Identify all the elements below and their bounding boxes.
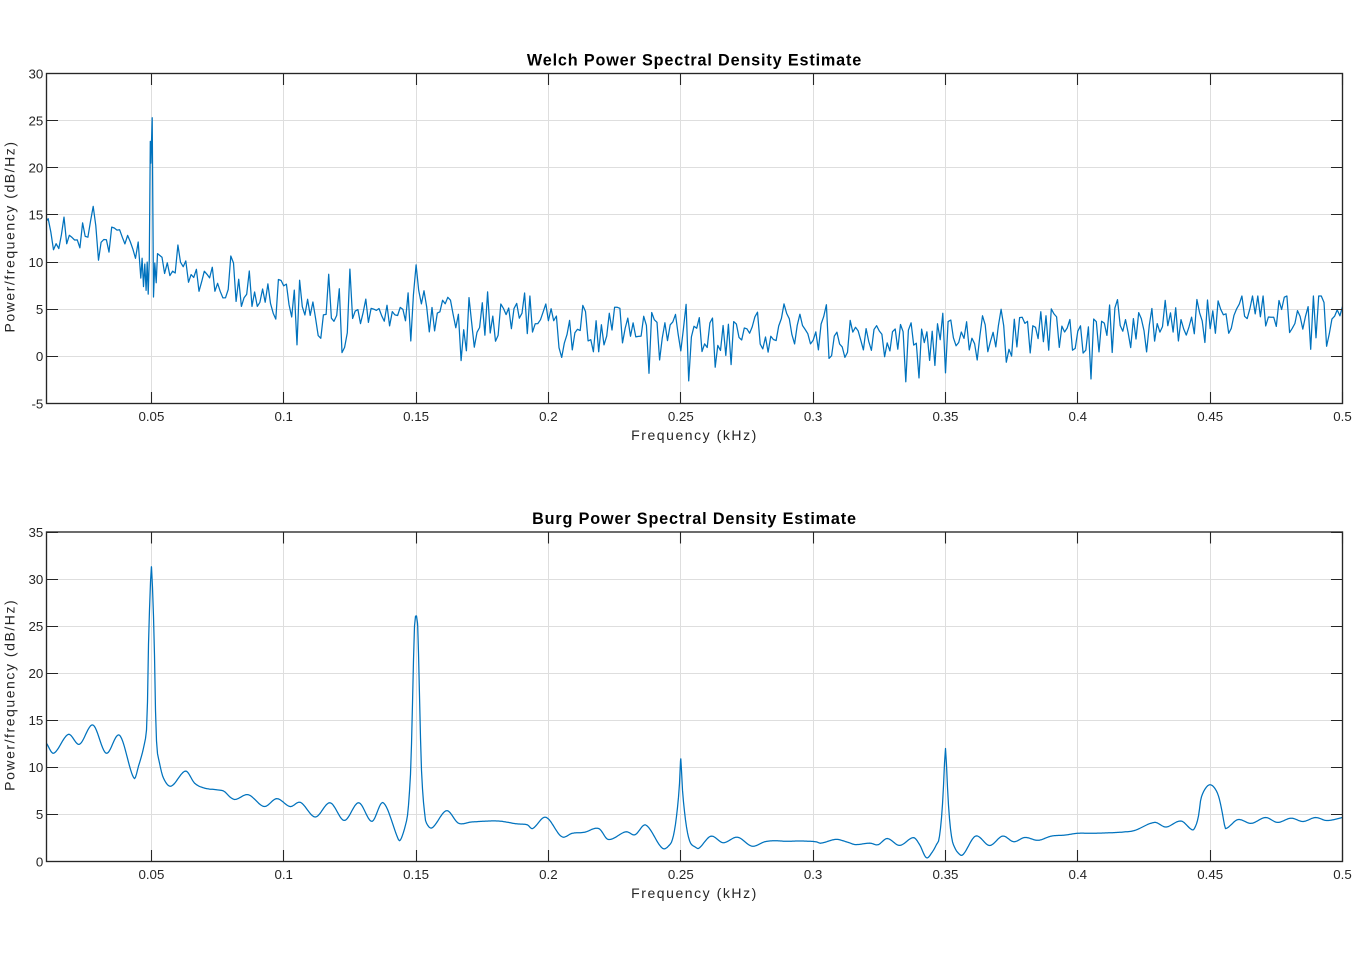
svg-text:0.05: 0.05 xyxy=(138,409,164,424)
svg-text:Welch Power Spectral Density E: Welch Power Spectral Density Estimate xyxy=(527,52,862,70)
svg-text:0.15: 0.15 xyxy=(403,867,429,882)
svg-text:0.2: 0.2 xyxy=(539,867,558,882)
svg-text:5: 5 xyxy=(36,302,43,317)
svg-text:0.4: 0.4 xyxy=(1069,867,1088,882)
svg-text:15: 15 xyxy=(29,713,44,728)
svg-text:0.15: 0.15 xyxy=(403,409,429,424)
svg-text:Power/frequency (dB/Hz): Power/frequency (dB/Hz) xyxy=(2,140,18,332)
svg-text:25: 25 xyxy=(29,619,44,634)
svg-text:0.3: 0.3 xyxy=(804,409,823,424)
svg-text:Power/frequency (dB/Hz): Power/frequency (dB/Hz) xyxy=(2,599,18,791)
svg-text:0.4: 0.4 xyxy=(1069,409,1088,424)
svg-text:0: 0 xyxy=(36,349,43,364)
svg-text:Frequency (kHz): Frequency (kHz) xyxy=(631,885,758,901)
svg-text:Burg Power Spectral Density Es: Burg Power Spectral Density Estimate xyxy=(532,510,857,528)
svg-text:10: 10 xyxy=(29,760,44,775)
svg-text:0.25: 0.25 xyxy=(668,409,694,424)
svg-text:0.1: 0.1 xyxy=(274,867,293,882)
svg-text:0: 0 xyxy=(36,854,43,869)
svg-text:0.2: 0.2 xyxy=(539,409,558,424)
svg-text:0.35: 0.35 xyxy=(933,867,959,882)
svg-text:0.25: 0.25 xyxy=(668,867,694,882)
svg-text:Frequency (kHz): Frequency (kHz) xyxy=(631,427,758,443)
svg-text:20: 20 xyxy=(29,161,44,176)
svg-text:0.5: 0.5 xyxy=(1333,409,1352,424)
svg-text:0.45: 0.45 xyxy=(1197,867,1223,882)
svg-text:10: 10 xyxy=(29,255,44,270)
svg-text:0.3: 0.3 xyxy=(804,867,823,882)
svg-text:15: 15 xyxy=(29,208,44,223)
svg-text:0.35: 0.35 xyxy=(933,409,959,424)
svg-text:5: 5 xyxy=(36,807,43,822)
svg-text:30: 30 xyxy=(29,66,44,81)
svg-text:0.05: 0.05 xyxy=(138,867,164,882)
svg-text:25: 25 xyxy=(29,113,44,128)
svg-text:30: 30 xyxy=(29,572,44,587)
svg-text:0.5: 0.5 xyxy=(1333,867,1352,882)
svg-text:20: 20 xyxy=(29,666,44,681)
svg-text:35: 35 xyxy=(29,525,44,540)
svg-text:-5: -5 xyxy=(31,396,43,411)
svg-text:0.1: 0.1 xyxy=(274,409,293,424)
svg-text:0.45: 0.45 xyxy=(1197,409,1223,424)
